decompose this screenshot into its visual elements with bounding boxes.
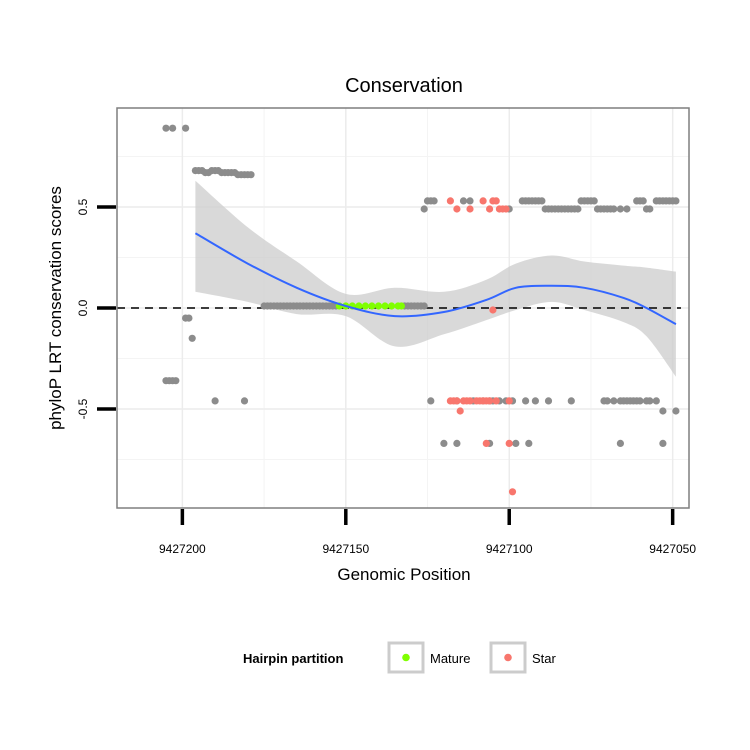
data-point-other <box>427 397 435 405</box>
data-point-star <box>479 197 487 205</box>
data-point-other <box>172 377 180 385</box>
data-point-other <box>652 397 660 405</box>
data-point-other <box>636 397 644 405</box>
data-point-other <box>639 197 647 205</box>
plot-border <box>116 107 690 509</box>
legend-label-mature: Mature <box>430 651 470 666</box>
data-point-other <box>420 205 428 213</box>
plot-panel <box>116 107 690 509</box>
data-point-other <box>616 205 625 213</box>
x-axis-ticks: 9427200 9427150 9427100 9427050 <box>159 509 696 556</box>
data-point-other <box>185 314 193 322</box>
data-point-star <box>486 397 494 405</box>
data-point-star <box>489 306 497 314</box>
data-point-other <box>240 397 249 405</box>
data-point-star <box>486 205 494 213</box>
data-point-star <box>456 407 464 415</box>
data-point-star <box>453 205 461 213</box>
legend-symbol-mature <box>402 653 410 662</box>
y-tick-label: -0.5 <box>76 398 90 419</box>
data-point-star <box>505 397 513 405</box>
chart-title: Conservation <box>345 75 463 97</box>
data-point-star <box>466 397 474 405</box>
data-point-star <box>505 439 513 447</box>
data-point-star <box>508 488 517 496</box>
legend-symbol-star <box>504 653 512 662</box>
x-tick-label: 9427100 <box>486 542 533 556</box>
data-point-other <box>646 397 654 405</box>
data-point-other <box>623 205 631 213</box>
data-point-mature <box>381 302 389 310</box>
data-point-other <box>512 439 520 447</box>
data-point-star <box>466 205 474 213</box>
data-point-other <box>616 439 625 447</box>
data-point-other <box>603 397 611 405</box>
data-point-other <box>440 439 448 447</box>
data-point-other <box>574 205 582 213</box>
data-point-other <box>610 397 618 405</box>
data-point-other <box>211 397 219 405</box>
y-axis-ticks: -0.5 0.0 0.5 <box>76 198 116 419</box>
data-point-other <box>590 197 598 205</box>
data-point-star <box>453 397 461 405</box>
confidence-ribbon <box>195 180 676 377</box>
data-point-other <box>430 197 438 205</box>
y-tick-label: 0.5 <box>76 198 90 215</box>
data-point-other <box>659 439 667 447</box>
legend-item-star: Star <box>489 641 557 674</box>
data-point-star <box>446 197 454 205</box>
legend-item-mature: Mature <box>387 641 470 674</box>
data-point-mature <box>388 302 396 310</box>
legend: Hairpin partition Mature Star <box>243 641 557 674</box>
data-point-mature <box>368 302 376 310</box>
data-points <box>162 124 680 496</box>
data-point-star <box>492 397 500 405</box>
data-point-mature <box>374 302 383 310</box>
data-point-other <box>672 197 680 205</box>
smooth-trend-line <box>194 232 677 326</box>
x-tick-label: 9427150 <box>322 542 369 556</box>
legend-title: Hairpin partition <box>243 651 343 666</box>
data-point-other <box>420 302 428 310</box>
data-point-other <box>567 397 575 405</box>
data-point-mature <box>361 302 369 310</box>
data-point-star <box>502 205 510 213</box>
data-point-other <box>672 407 680 415</box>
x-axis-title: Genomic Position <box>337 565 470 584</box>
data-point-other <box>525 439 533 447</box>
data-point-other <box>544 397 553 405</box>
data-point-other <box>646 205 654 213</box>
data-point-other <box>659 407 667 415</box>
data-point-other <box>459 197 468 205</box>
legend-label-star: Star <box>532 651 557 666</box>
y-axis-title: phyloP LRT conservation scores <box>46 186 65 430</box>
data-point-mature <box>397 302 405 310</box>
data-point-other <box>466 197 474 205</box>
data-point-mature <box>355 302 363 310</box>
data-point-other <box>247 171 255 179</box>
x-tick-label: 9427050 <box>649 542 696 556</box>
data-point-star <box>492 197 500 205</box>
data-point-other <box>188 334 196 342</box>
data-point-other <box>453 439 461 447</box>
data-point-other <box>169 124 177 132</box>
data-point-other <box>531 397 540 405</box>
data-point-other <box>610 205 618 213</box>
data-point-other <box>522 397 530 405</box>
y-tick-label: 0.0 <box>76 299 90 316</box>
data-point-other <box>538 197 546 205</box>
x-tick-label: 9427200 <box>159 542 206 556</box>
data-point-other <box>182 124 190 132</box>
data-point-other <box>162 124 170 132</box>
data-point-star <box>482 439 490 447</box>
